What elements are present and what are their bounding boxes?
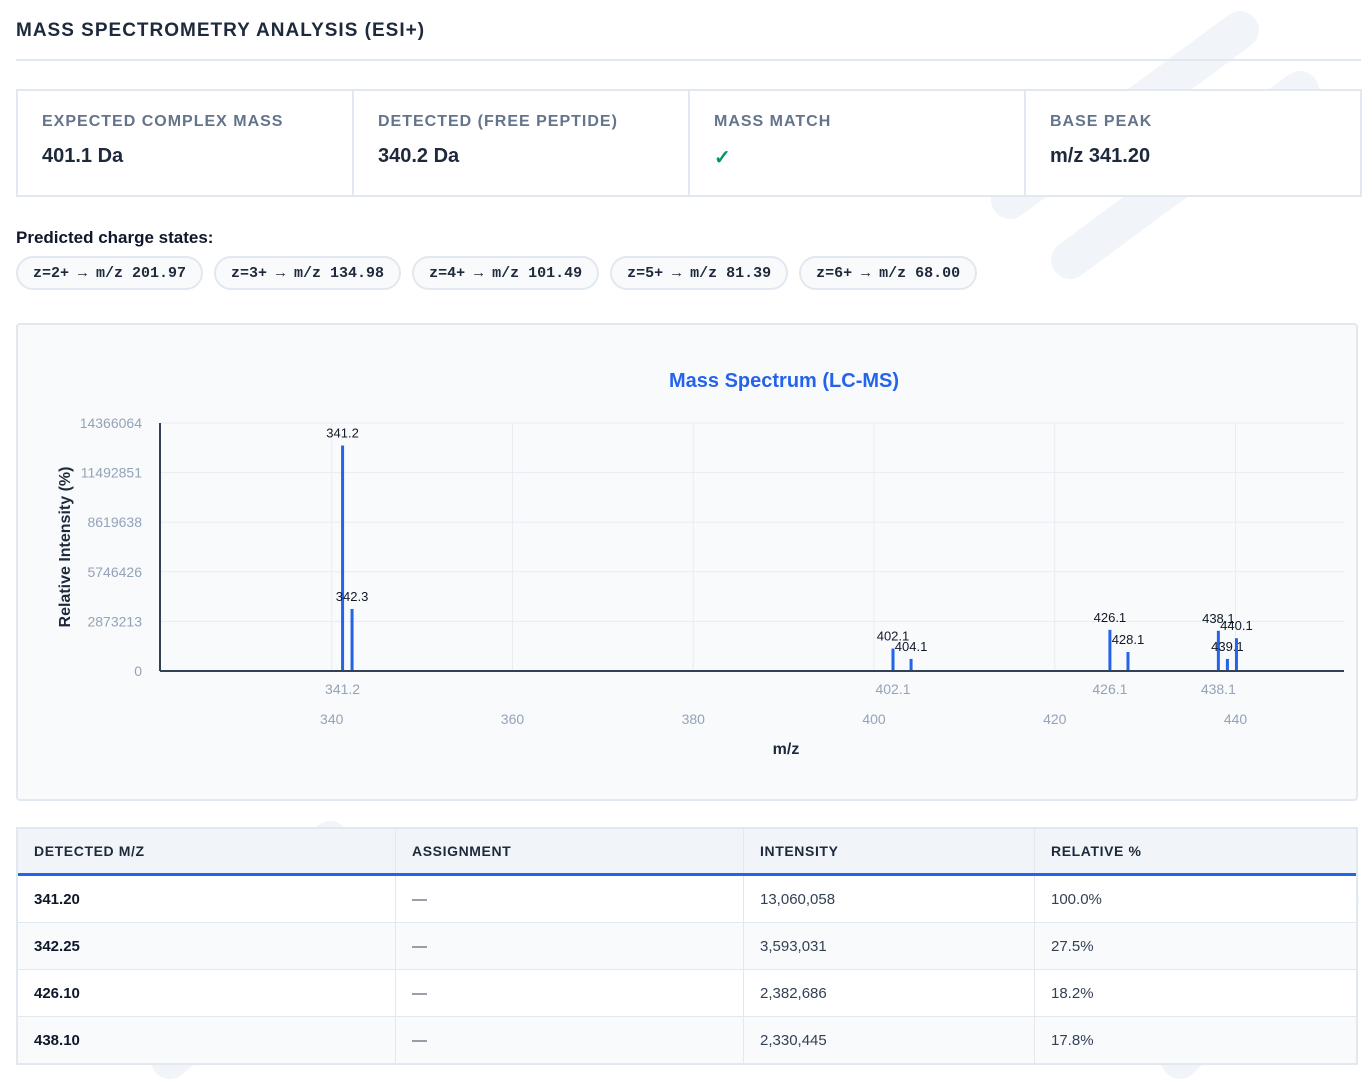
y-tick-label: 2873213	[87, 613, 142, 629]
y-tick-label: 0	[134, 663, 142, 679]
x-axis-label: m/z	[773, 741, 800, 758]
charge-state-pill: z=2+ → m/z 201.97	[16, 256, 204, 290]
peak-bar	[1234, 638, 1238, 671]
peak-bar	[1225, 658, 1229, 671]
cell-relative: 27.5%	[1051, 937, 1094, 955]
table-row: 342.25 — 3,593,031 27.5%	[18, 923, 1356, 970]
cell-assignment: —	[396, 970, 744, 1016]
peak-label: 440.1	[1220, 618, 1253, 633]
x-tick-label: 440	[1224, 711, 1248, 727]
stat-expected-mass: EXPECTED COMPLEX MASS 401.1 Da	[18, 91, 354, 195]
summary-stats: EXPECTED COMPLEX MASS 401.1 Da DETECTED …	[16, 89, 1362, 197]
stat-label: DETECTED (FREE PEPTIDE)	[378, 113, 618, 130]
stat-mass-match: MASS MATCH ✓	[690, 91, 1026, 195]
peak-bar	[341, 445, 345, 671]
peak-tick-label: 426.1	[1092, 681, 1127, 697]
stat-value: 340.2 Da	[378, 145, 460, 167]
peak-label: 439.1	[1211, 639, 1244, 654]
cell-intensity: 2,330,445	[744, 1017, 1035, 1063]
cell-relative: 17.8%	[1051, 1031, 1094, 1049]
peak-label: 402.1	[877, 629, 910, 644]
peak-label: 438.1	[1202, 611, 1235, 626]
column-header[interactable]: RELATIVE %	[1051, 843, 1142, 859]
peak-label: 404.1	[895, 639, 928, 654]
peak-label: 342.3	[336, 589, 369, 604]
y-tick-label: 8619638	[87, 514, 142, 530]
table-row: 426.10 — 2,382,686 18.2%	[18, 970, 1356, 1017]
x-tick-label: 380	[682, 711, 706, 727]
peaks-table: DETECTED M/Z ASSIGNMENT INTENSITY RELATI…	[16, 827, 1358, 1065]
stat-label: EXPECTED COMPLEX MASS	[42, 113, 284, 130]
y-tick-label: 11492851	[81, 465, 142, 481]
column-header[interactable]: DETECTED M/Z	[18, 829, 396, 873]
chart-title: Mass Spectrum (LC-MS)	[669, 370, 899, 392]
table-row: 438.10 — 2,330,445 17.8%	[18, 1017, 1356, 1063]
mass-spectrum-chart: Mass Spectrum (LC-MS) 0 2873213 5746426 861…	[16, 323, 1358, 801]
table-row: 341.20 — 13,060,058 100.0%	[18, 876, 1356, 923]
stat-value: 401.1 Da	[42, 145, 124, 167]
stat-label: BASE PEAK	[1050, 113, 1153, 130]
cell-mz: 341.20	[18, 876, 396, 922]
column-header[interactable]: ASSIGNMENT	[396, 829, 744, 873]
cell-intensity: 13,060,058	[744, 876, 1035, 922]
charge-state-pill: z=3+ → m/z 134.98	[214, 256, 402, 290]
cell-mz: 426.10	[18, 970, 396, 1016]
peak-bar	[1126, 652, 1130, 671]
stat-detected-mass: DETECTED (FREE PEPTIDE) 340.2 Da	[354, 91, 690, 195]
cell-intensity: 2,382,686	[744, 970, 1035, 1016]
cell-intensity: 3,593,031	[744, 923, 1035, 969]
charge-state-pill: z=4+ → m/z 101.49	[412, 256, 600, 290]
peak-bar	[891, 648, 895, 671]
charge-states-list: z=2+ → m/z 201.97 z=3+ → m/z 134.98 z=4+…	[16, 256, 978, 290]
peak-bar	[909, 658, 913, 671]
y-axis-label: Relative Intensity (%)	[57, 467, 74, 628]
spectrum-plot: Mass Spectrum (LC-MS) 0 2873213 5746426 861…	[57, 370, 1344, 758]
y-tick-label: 14366064	[80, 415, 143, 431]
x-tick-label: 340	[320, 711, 344, 727]
check-icon: ✓	[714, 147, 731, 169]
charge-state-pill: z=5+ → m/z 81.39	[610, 256, 789, 290]
charge-states-title: Predicted charge states:	[16, 228, 214, 247]
table-body: 341.20 — 13,060,058 100.0% 342.25 — 3,59…	[18, 876, 1356, 1063]
stat-label: MASS MATCH	[714, 113, 832, 130]
cell-mz: 342.25	[18, 923, 396, 969]
x-tick-label: 400	[862, 711, 886, 727]
peak-tick-label: 402.1	[875, 681, 910, 697]
y-tick-label: 5746426	[87, 564, 142, 580]
x-tick-label: 420	[1043, 711, 1067, 727]
cell-mz: 438.10	[18, 1017, 396, 1063]
table-header: DETECTED M/Z ASSIGNMENT INTENSITY RELATI…	[18, 829, 1356, 876]
stat-base-peak: BASE PEAK m/z 341.20	[1026, 91, 1360, 195]
peak-label: 341.2	[326, 426, 359, 441]
cell-assignment: —	[396, 923, 744, 969]
peak-tick-label: 341.2	[325, 681, 360, 697]
cell-assignment: —	[396, 876, 744, 922]
charge-state-pill: z=6+ → m/z 68.00	[799, 256, 978, 290]
peak-tick-label: 438.1	[1201, 681, 1236, 697]
peak-label: 426.1	[1094, 610, 1127, 625]
header-divider	[16, 59, 1361, 61]
peak-bar	[1216, 630, 1220, 671]
cell-relative: 18.2%	[1051, 984, 1094, 1002]
peak-bar	[1108, 629, 1112, 671]
cell-assignment: —	[396, 1017, 744, 1063]
page-title: MASS SPECTROMETRY ANALYSIS (ESI+)	[16, 20, 426, 41]
column-header[interactable]: INTENSITY	[744, 829, 1035, 873]
stat-value: m/z 341.20	[1050, 145, 1151, 167]
x-tick-label: 360	[501, 711, 525, 727]
cell-relative: 100.0%	[1051, 890, 1102, 908]
peak-bar	[350, 608, 354, 671]
peak-label: 428.1	[1112, 632, 1145, 647]
